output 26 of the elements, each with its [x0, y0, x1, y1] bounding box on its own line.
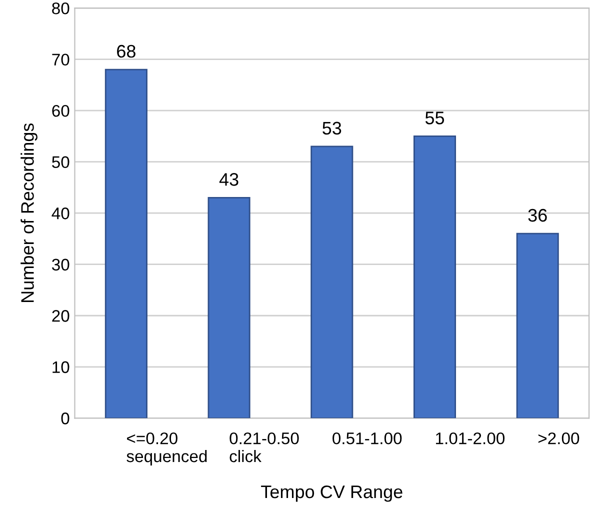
- data-label: 43: [219, 173, 238, 186]
- bar: [413, 136, 456, 418]
- y-tick-label: 50: [52, 156, 70, 168]
- y-tick-label: 0: [61, 412, 70, 424]
- y-tick-label: 40: [52, 208, 70, 220]
- x-axis-title: Tempo CV Range: [261, 485, 402, 502]
- y-tick-label: 70: [52, 54, 70, 66]
- y-axis-title: Number of Recordings: [20, 123, 38, 302]
- y-tick-label: 30: [52, 258, 70, 271]
- data-label: 36: [528, 208, 547, 222]
- x-tick-label: 0.21-0.50 click: [230, 432, 299, 462]
- y-tick-label: 60: [52, 104, 70, 117]
- x-tick-label: 1.01-2.00: [436, 432, 505, 444]
- x-tick-label: >2.00: [538, 432, 580, 444]
- data-label: 55: [425, 112, 444, 124]
- y-tick-label: 20: [52, 310, 70, 322]
- bar: [104, 68, 148, 418]
- bar: [208, 197, 250, 418]
- bar: [516, 232, 559, 418]
- bar: [310, 146, 354, 418]
- y-tick-label: 80: [52, 2, 70, 14]
- y-tick-label: 10: [52, 361, 70, 374]
- x-tick-label: <=0.20 sequenced: [126, 432, 207, 466]
- x-tick-label: 0.51-1.00: [332, 432, 402, 444]
- data-label: 68: [117, 44, 136, 58]
- data-label: 53: [322, 122, 342, 135]
